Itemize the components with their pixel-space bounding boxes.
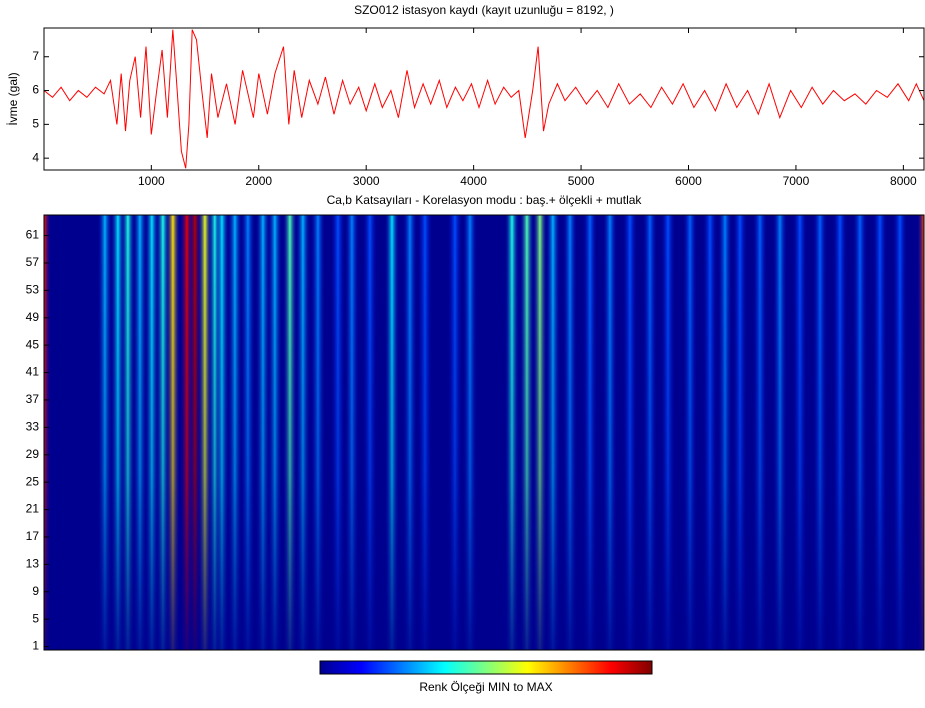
stripe: [622, 215, 637, 650]
stripe: [344, 215, 359, 650]
stripe: [144, 215, 159, 650]
stripe: [519, 215, 534, 650]
y-tick-label: 21: [26, 502, 40, 516]
y-tick-label: 49: [26, 310, 40, 324]
y-tick-label: 45: [26, 337, 40, 351]
stripe: [683, 215, 698, 650]
y-tick-label: 6: [32, 83, 39, 97]
stripe: [267, 215, 282, 650]
y-tick-label: 25: [26, 474, 40, 488]
heatmap-title: Ca,b Katsayıları - Korelasyon modu : baş…: [327, 193, 643, 207]
x-tick-label: 2000: [245, 174, 272, 188]
stripe: [214, 215, 229, 650]
stripe: [240, 215, 255, 650]
y-tick-label: 29: [26, 447, 40, 461]
stripe: [255, 215, 270, 650]
stripe: [417, 215, 432, 650]
stripe: [892, 215, 907, 650]
y-tick-label: 4: [32, 150, 39, 164]
x-tick-label: 7000: [783, 174, 810, 188]
signal-line: [43, 29, 925, 169]
x-tick-label: 4000: [460, 174, 487, 188]
y-tick-label: 13: [26, 557, 40, 571]
stripe: [384, 215, 399, 650]
stripe: [504, 215, 519, 650]
stripes: [44, 215, 924, 650]
stripe: [447, 215, 462, 650]
top-title: SZO012 istasyon kaydı (kayıt uzunluğu = …: [354, 3, 614, 17]
stripe: [852, 215, 867, 650]
stripe: [772, 215, 787, 650]
stripe: [602, 215, 617, 650]
y-tick-label: 5: [32, 117, 39, 131]
stripe: [462, 215, 477, 650]
y-tick-label: 61: [26, 228, 40, 242]
y-label: İvme (gal): [6, 72, 20, 125]
stripe: [310, 215, 325, 650]
stripe: [282, 215, 297, 650]
stripe: [362, 215, 377, 650]
x-tick-label: 5000: [568, 174, 595, 188]
stripe: [44, 215, 51, 650]
stripe: [545, 215, 560, 650]
y-tick-label: 9: [32, 584, 39, 598]
y-tick-label: 57: [26, 255, 40, 269]
stripe: [532, 215, 547, 650]
axes-box: [43, 214, 925, 651]
stripe: [120, 215, 135, 650]
stripe: [732, 215, 747, 650]
stripe: [917, 215, 924, 650]
stripe: [660, 215, 675, 650]
x-tick-label: 1000: [138, 174, 165, 188]
stripe: [752, 215, 767, 650]
y-tick-label: 41: [26, 365, 40, 379]
stripe: [702, 215, 717, 650]
stripe: [832, 215, 847, 650]
stripe: [295, 215, 310, 650]
stripe: [718, 215, 733, 650]
stripe: [813, 215, 828, 650]
y-tick-label: 5: [32, 611, 39, 625]
stripe: [792, 215, 807, 650]
y-tick-label: 17: [26, 529, 40, 543]
y-tick-label: 7: [32, 49, 39, 63]
y-tick-label: 1: [32, 639, 39, 653]
colorbar-label: Renk Ölçeği MIN to MAX: [419, 680, 552, 694]
stripe: [642, 215, 657, 650]
stripe: [227, 215, 242, 650]
stripe: [402, 215, 417, 650]
stripe: [582, 215, 597, 650]
y-tick-label: 53: [26, 283, 40, 297]
stripe: [132, 215, 147, 650]
stripe: [563, 215, 578, 650]
stripe: [97, 215, 112, 650]
axes-box: [43, 27, 925, 171]
x-tick-label: 8000: [890, 174, 917, 188]
x-tick-label: 3000: [353, 174, 380, 188]
colorbar: [319, 660, 653, 675]
y-tick-label: 33: [26, 420, 40, 434]
stripe: [165, 215, 180, 650]
y-tick-label: 37: [26, 392, 40, 406]
stripe: [872, 215, 887, 650]
x-tick-label: 6000: [675, 174, 702, 188]
stripe: [330, 215, 345, 650]
plot-area: [44, 28, 924, 170]
